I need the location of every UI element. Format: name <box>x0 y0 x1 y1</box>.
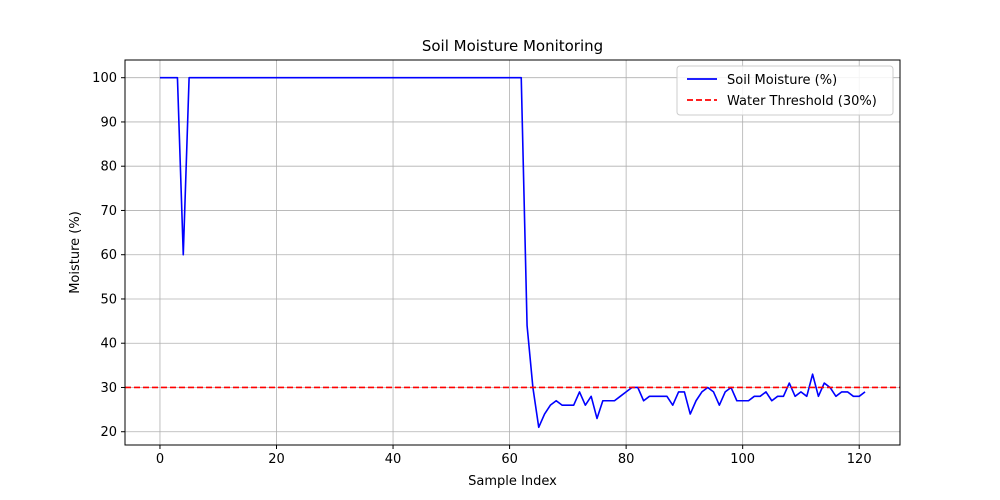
axes-frame <box>124 59 901 446</box>
legend: Soil Moisture (%) Water Threshold (30%) <box>676 65 894 116</box>
y-tick-label: 80 <box>100 160 117 175</box>
x-axis-label: Sample Index <box>468 474 557 489</box>
y-tick-label: 30 <box>100 381 117 396</box>
x-tick-label: 0 <box>156 452 164 467</box>
y-tick-label: 40 <box>100 337 117 352</box>
y-tick-label: 50 <box>100 292 117 307</box>
y-axis-label: Moisture (%) <box>68 211 83 294</box>
x-tick-label: 20 <box>268 452 285 467</box>
x-tick-label: 100 <box>730 452 755 467</box>
grid-lines <box>125 60 900 445</box>
y-tick-label: 90 <box>100 115 117 130</box>
x-tick-label: 80 <box>618 452 635 467</box>
y-axis-ticks: 20 30 40 50 60 70 80 90 100 <box>92 71 125 440</box>
chart-title: Soil Moisture Monitoring <box>422 37 603 55</box>
soil-moisture-line <box>159 76 866 429</box>
x-tick-label: 120 <box>847 452 872 467</box>
legend-label-water-threshold: Water Threshold (30%) <box>727 94 877 109</box>
x-tick-label: 60 <box>501 452 518 467</box>
x-tick-label: 40 <box>385 452 402 467</box>
y-tick-label: 70 <box>100 204 117 219</box>
plot-area <box>125 76 900 429</box>
legend-box <box>676 65 894 116</box>
x-axis-ticks: 0 20 40 60 80 100 120 <box>156 445 872 467</box>
y-tick-label: 20 <box>100 425 117 440</box>
y-tick-label: 100 <box>92 71 117 86</box>
y-tick-label: 60 <box>100 248 117 263</box>
legend-label-soil-moisture: Soil Moisture (%) <box>727 73 837 88</box>
